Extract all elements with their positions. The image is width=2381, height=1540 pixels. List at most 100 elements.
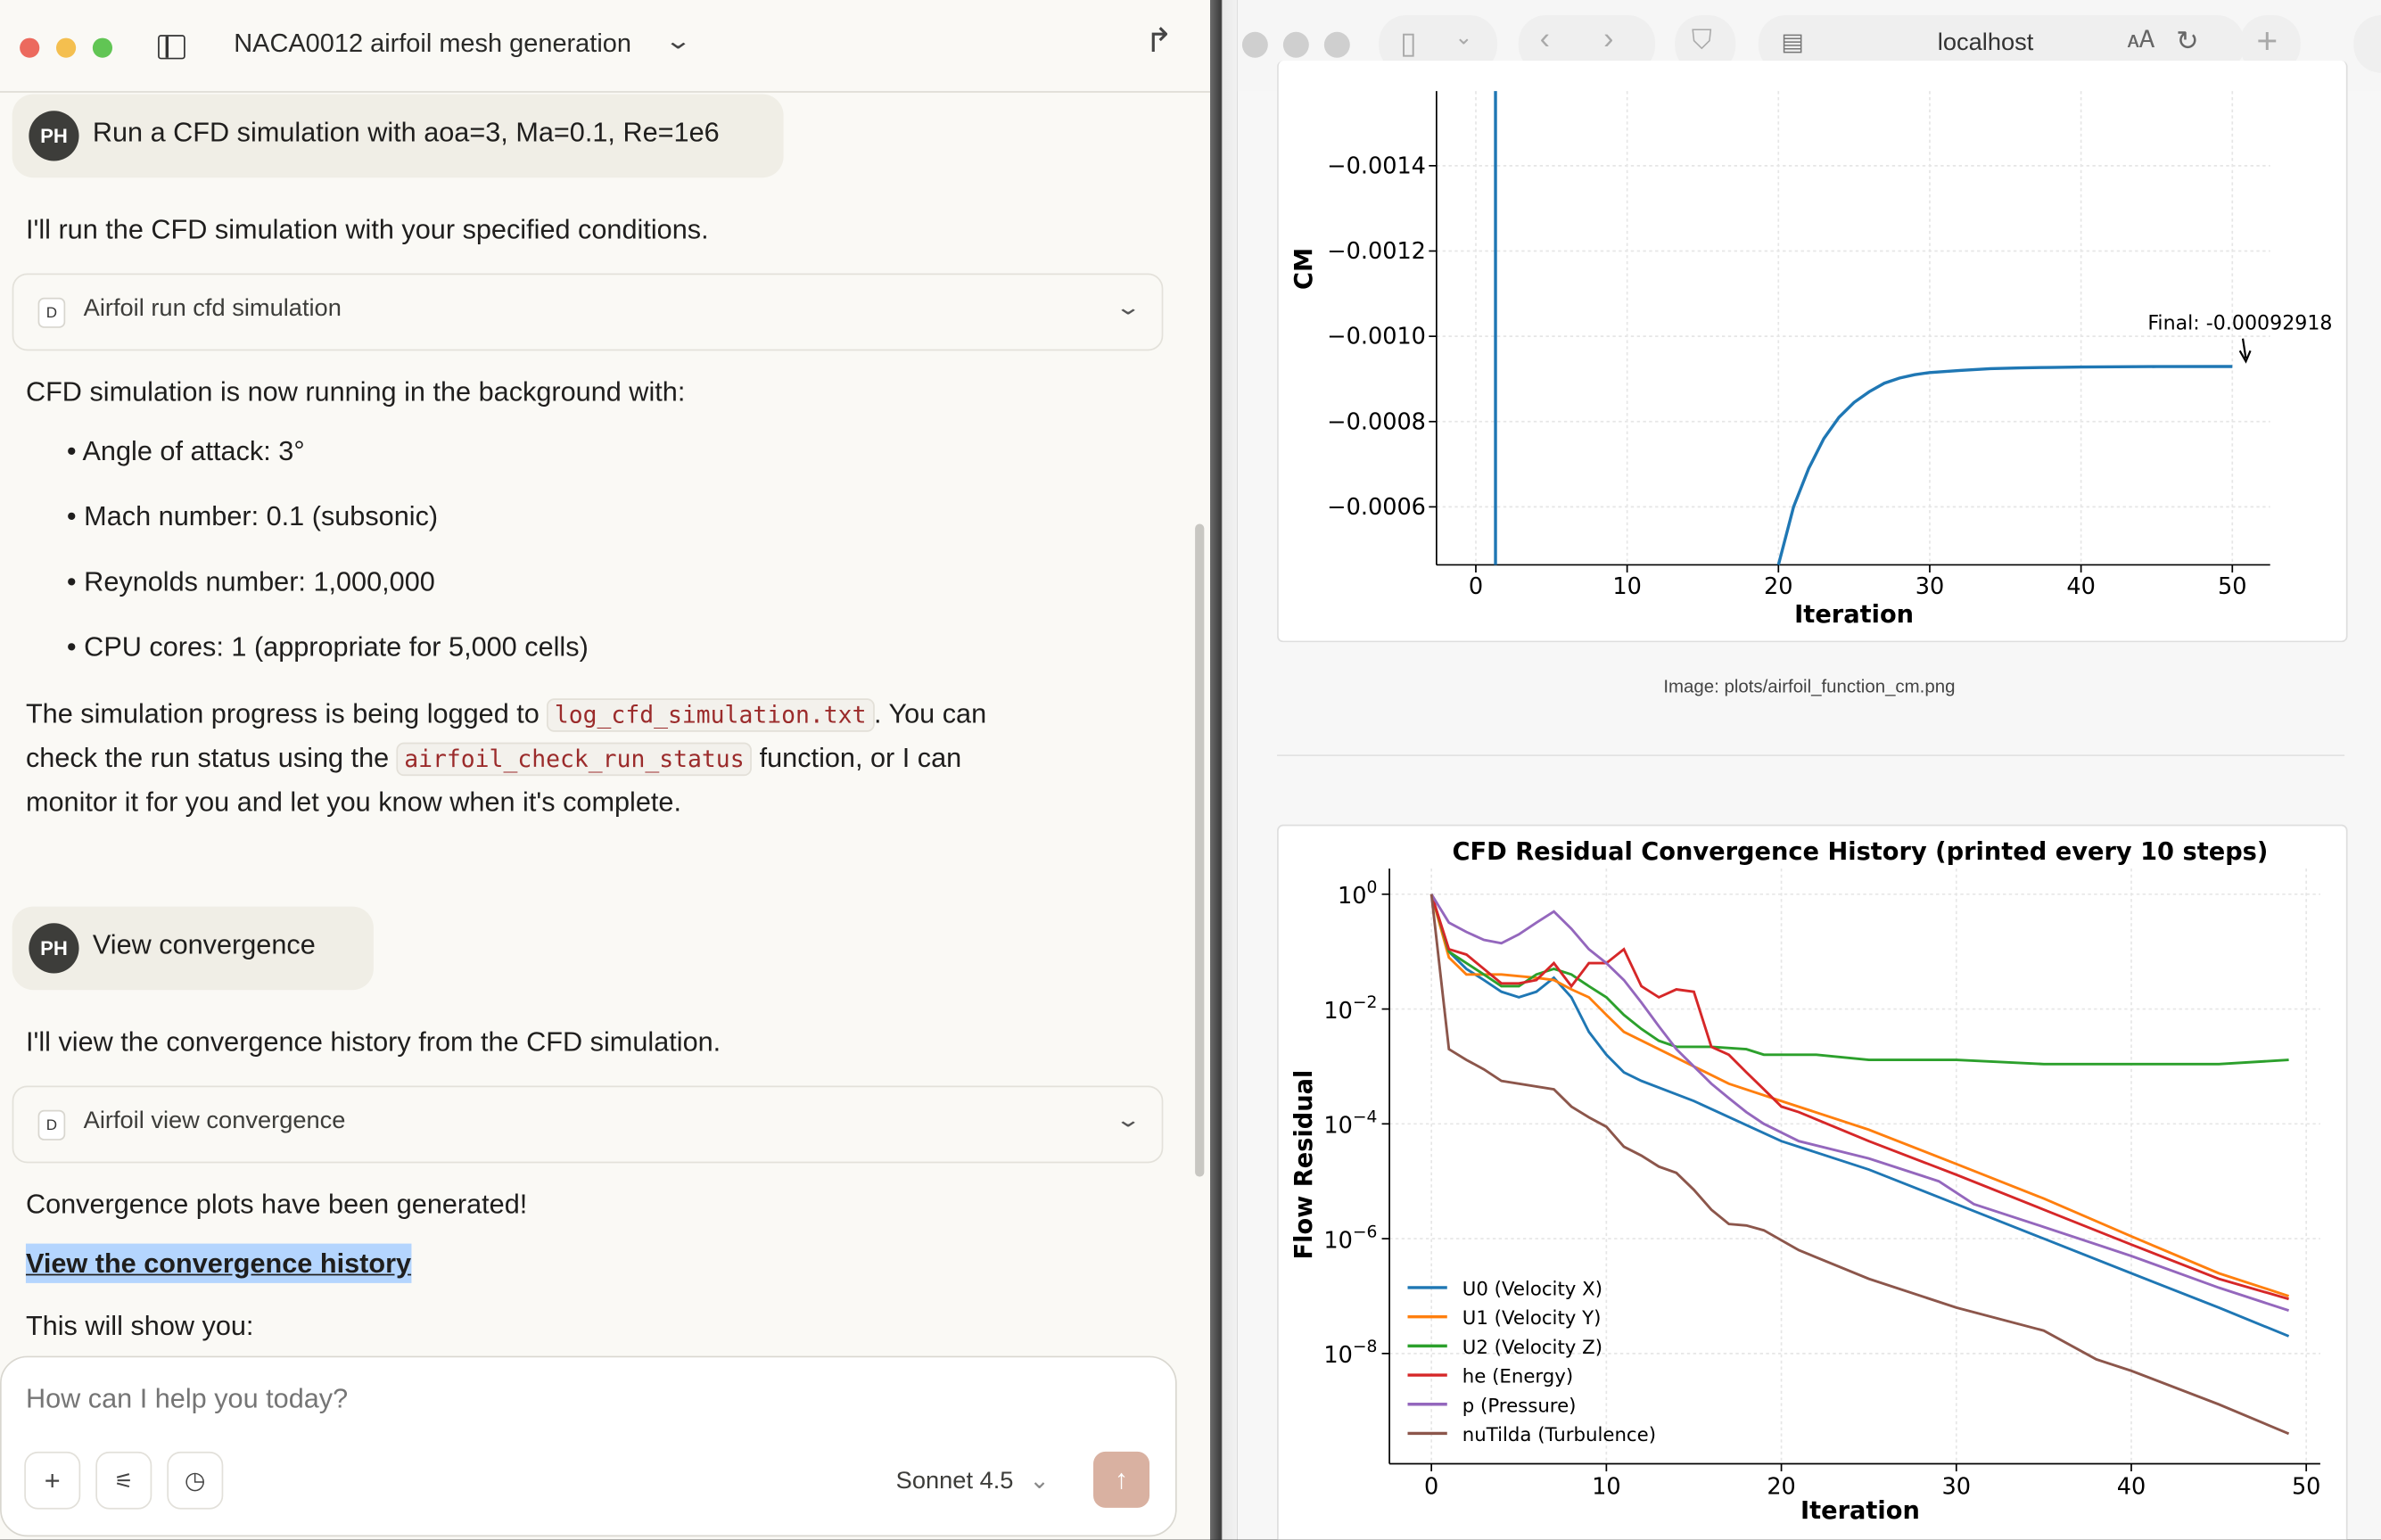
y-tick-label: −0.0008 (1327, 408, 1426, 435)
chevron-down-icon[interactable]: ⌄ (663, 29, 693, 55)
url-text[interactable]: localhost (1937, 30, 2034, 57)
tools-button[interactable]: ⚟ (95, 1451, 152, 1510)
legend-label: p (Pressure) (1462, 1395, 1577, 1417)
tool-call-view-convergence[interactable]: D Airfoil view convergence ⌄ (12, 1085, 1164, 1164)
chevron-down-icon: ⌄ (1454, 24, 1473, 49)
scrollbar[interactable] (1195, 523, 1205, 1177)
x-tick-label: 40 (2066, 573, 2096, 600)
annotation-arrow-icon (2238, 338, 2252, 364)
text: . You can (873, 698, 987, 729)
text: function, or I can (752, 742, 962, 773)
chevron-down-icon[interactable]: ⌄ (1115, 294, 1142, 319)
x-tick-label: 0 (1424, 1474, 1438, 1501)
tool-call-label: Airfoil view convergence (83, 1108, 346, 1134)
legend-label: U1 (Velocity Y) (1462, 1307, 1602, 1330)
list-item: • Mach number: 0.1 (subsonic) (66, 500, 439, 531)
tab-overview-button[interactable] (2353, 15, 2381, 73)
cm-chart: 0 10 20 30 40 50 −0.0014 −0.0012 −0.0010 −0.0008 −… (1290, 91, 2333, 629)
avatar: PH (29, 111, 79, 161)
plus-icon: + (44, 1464, 61, 1495)
plus-icon: + (2256, 21, 2278, 62)
cm-series-line (1776, 365, 2233, 565)
zoom-window-button[interactable] (1323, 31, 1350, 58)
minimize-window-button[interactable] (56, 37, 77, 58)
convergence-history-link[interactable]: View the convergence history (25, 1243, 412, 1283)
window-divider (1210, 0, 1238, 1540)
user-message-text: View convergence (92, 929, 316, 960)
y-tick-label: 100 (1338, 878, 1377, 910)
x-tick-label: 10 (1592, 1474, 1621, 1501)
x-tick-label: 30 (1916, 573, 1945, 600)
final-annotation: Final: -0.00092918 (2147, 312, 2332, 335)
tool-call-label: Airfoil run cfd simulation (83, 296, 342, 322)
history-button[interactable]: ◷ (167, 1451, 224, 1510)
legend-label: U0 (Velocity X) (1462, 1278, 1602, 1300)
text: The simulation progress is being logged … (25, 698, 548, 729)
y-tick-label: 10−4 (1323, 1108, 1377, 1140)
x-axis-label: Iteration (1800, 1497, 1920, 1525)
divider (1277, 754, 2345, 756)
list-item: • CPU cores: 1 (appropriate for 5,000 ce… (66, 631, 589, 663)
tool-badge: D (37, 1109, 66, 1141)
message-input[interactable] (22, 1381, 1092, 1417)
assistant-text: Convergence plots have been generated! (25, 1189, 528, 1220)
x-tick-label: 50 (2218, 573, 2247, 600)
sidebar-icon: ▯ (1399, 27, 1417, 62)
conversation-title[interactable]: NACA0012 airfoil mesh generation (234, 29, 631, 58)
user-message-text: Run a CFD simulation with aoa=3, Ma=0.1,… (92, 117, 720, 148)
x-tick-label: 20 (1764, 573, 1792, 600)
y-tick-label: 10−6 (1323, 1223, 1377, 1254)
series-line-4 (1429, 894, 2290, 1313)
clock-icon: ◷ (184, 1468, 206, 1495)
function-name-code: airfoil_check_run_status (396, 742, 753, 777)
series-line-3 (1429, 894, 2289, 1301)
y-tick-label: 10−2 (1323, 993, 1377, 1025)
share-icon[interactable]: ↱ (1144, 21, 1174, 60)
x-tick-label: 50 (2292, 1474, 2320, 1501)
log-file-code: log_cfd_simulation.txt (547, 698, 874, 732)
assistant-paragraph: The simulation progress is being logged … (26, 692, 986, 822)
chart-title: CFD Residual Convergence History (printe… (1453, 838, 2269, 866)
avatar: PH (29, 923, 79, 974)
list-item: • Angle of attack: 3° (66, 435, 305, 466)
x-tick-label: 0 (1469, 573, 1483, 600)
text: check the run status using the (25, 742, 397, 773)
assistant-text: I'll run the CFD simulation with your sp… (25, 214, 709, 245)
legend-label: nuTilda (Turbulence) (1462, 1424, 1656, 1446)
reader-icon[interactable]: ▤ (1781, 30, 1805, 57)
list-item: • Reynolds number: 1,000,000 (66, 566, 435, 597)
sliders-icon: ⚟ (114, 1467, 134, 1493)
list-item-text: Mach number: 0.1 (subsonic) (84, 500, 439, 531)
user-message: PH Run a CFD simulation with aoa=3, Ma=0… (12, 94, 784, 178)
forward-icon[interactable]: › (1603, 22, 1614, 57)
minimize-window-button[interactable] (1282, 31, 1309, 58)
assistant-text: I'll view the convergence history from t… (25, 1026, 721, 1058)
model-selector[interactable]: Sonnet 4.5 ⌄ (896, 1465, 1050, 1495)
chat-panel: NACA0012 airfoil mesh generation ⌄ ↱ PH … (0, 0, 1211, 1540)
series-line-0 (1429, 894, 2290, 1338)
chevron-down-icon[interactable]: ⌄ (1115, 1107, 1142, 1132)
back-icon[interactable]: ‹ (1539, 22, 1551, 57)
tool-call-run-cfd[interactable]: D Airfoil run cfd simulation ⌄ (12, 273, 1164, 351)
image-caption: Image: plots/airfoil_function_cm.png (1663, 675, 1956, 697)
cm-plot-card: 0 10 20 30 40 50 −0.0014 −0.0012 −0.0010 −0.0008 −… (1277, 61, 2348, 643)
close-window-button[interactable] (20, 37, 40, 58)
zoom-window-button[interactable] (92, 37, 113, 58)
list-item-text: Angle of attack: 3° (82, 435, 305, 466)
list-item-text: Reynolds number: 1,000,000 (84, 566, 435, 597)
close-window-button[interactable] (1241, 31, 1268, 58)
y-tick-label: 10−8 (1323, 1338, 1377, 1369)
residual-chart: CFD Residual Convergence History (printe… (1290, 838, 2320, 1525)
sidebar-toggle-icon[interactable] (158, 35, 185, 60)
tool-badge: D (37, 297, 66, 328)
y-tick-label: −0.0014 (1327, 152, 1426, 179)
legend-label: he (Energy) (1462, 1366, 1573, 1388)
title-bar: NACA0012 airfoil mesh generation ⌄ ↱ (0, 0, 1211, 93)
series-line-2 (1429, 894, 2289, 1066)
translate-icon[interactable]: 🗚 (2127, 27, 2155, 54)
reload-icon[interactable]: ↻ (2176, 25, 2199, 57)
send-button[interactable]: ↑ (1093, 1451, 1150, 1508)
x-tick-label: 30 (1942, 1474, 1972, 1501)
add-attachment-button[interactable]: + (24, 1451, 81, 1510)
assistant-text: CFD simulation is now running in the bac… (25, 376, 686, 408)
